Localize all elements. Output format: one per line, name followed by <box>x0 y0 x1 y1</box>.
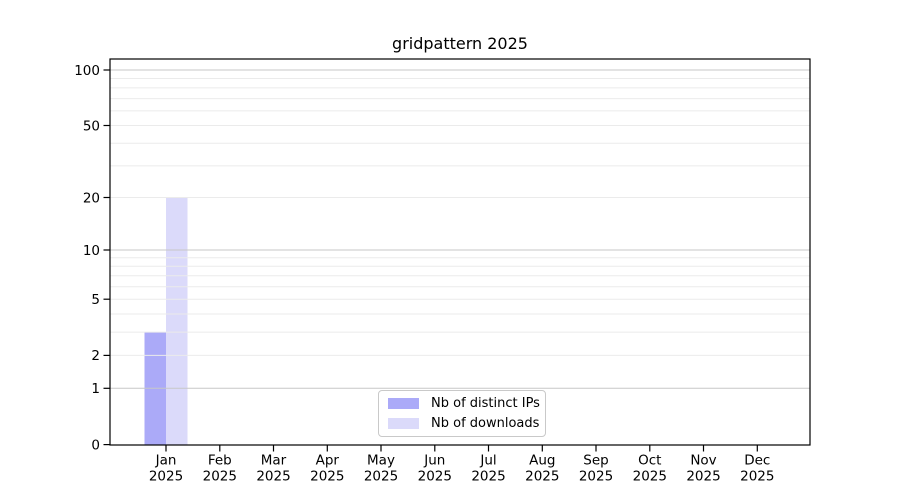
x-tick-label-year: 2025 <box>633 469 667 485</box>
y-tick-label: 1 <box>91 381 100 397</box>
x-tick-label-month: Jul <box>479 453 496 469</box>
y-tick-label: 20 <box>83 190 100 206</box>
x-tick-label-year: 2025 <box>310 469 344 485</box>
x-tick-label-year: 2025 <box>525 469 559 485</box>
legend-item-downloads: Nb of downloads <box>388 416 545 431</box>
legend-item-distinct-ips: Nb of distinct IPs <box>388 396 545 411</box>
x-tick-label-month: Nov <box>690 453 716 469</box>
x-tick-label-month: Jun <box>423 453 445 469</box>
y-tick-label: 0 <box>91 437 100 453</box>
x-tick-label-month: Mar <box>261 453 287 469</box>
y-tick-label: 10 <box>83 243 100 259</box>
gridlines-group <box>110 69 810 389</box>
y-tick-label: 50 <box>83 118 100 134</box>
axes-box <box>109 58 811 446</box>
legend-label-downloads: Nb of downloads <box>431 416 540 431</box>
axis-ticks-group <box>103 69 758 452</box>
chart-title: gridpattern 2025 <box>392 34 528 53</box>
x-tick-label-month: Oct <box>638 453 661 469</box>
x-tick-label-month: May <box>367 453 395 469</box>
x-tick-label-year: 2025 <box>686 469 720 485</box>
legend-swatch-distinct-ips <box>388 398 419 409</box>
spines-group <box>109 58 811 446</box>
y-tick-label: 5 <box>91 292 100 308</box>
bars-group <box>144 197 188 445</box>
x-tick-label-month: Dec <box>744 453 770 469</box>
axis-labels-group: 0125102050100Jan2025Feb2025Mar2025Apr202… <box>74 63 774 485</box>
x-tick-label-year: 2025 <box>579 469 613 485</box>
x-tick-label-year: 2025 <box>364 469 398 485</box>
x-tick-label-year: 2025 <box>740 469 774 485</box>
x-tick-label-year: 2025 <box>418 469 452 485</box>
x-tick-label-month: Feb <box>208 453 232 469</box>
x-tick-label-month: Jan <box>155 453 177 469</box>
legend: Nb of distinct IPs Nb of downloads <box>378 390 546 437</box>
x-tick-label-year: 2025 <box>149 469 183 485</box>
x-tick-label-month: Sep <box>583 453 608 469</box>
bar <box>166 197 188 445</box>
x-tick-label-year: 2025 <box>256 469 290 485</box>
y-tick-label: 2 <box>91 348 100 364</box>
legend-label-distinct-ips: Nb of distinct IPs <box>431 396 540 411</box>
x-tick-label-month: Aug <box>529 453 555 469</box>
legend-swatch-downloads <box>388 418 419 429</box>
x-tick-label-year: 2025 <box>203 469 237 485</box>
x-tick-label-year: 2025 <box>471 469 505 485</box>
y-tick-label: 100 <box>74 63 100 79</box>
x-tick-label-month: Apr <box>316 453 340 469</box>
